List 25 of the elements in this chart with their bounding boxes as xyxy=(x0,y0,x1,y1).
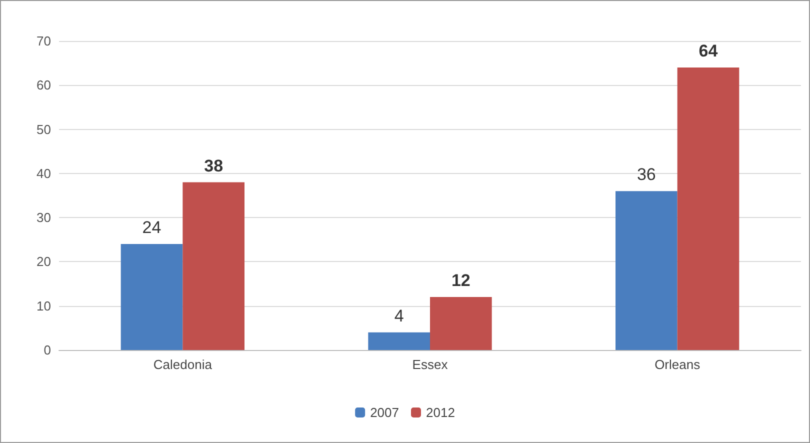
y-tick-label: 10 xyxy=(36,298,51,314)
data-label: 64 xyxy=(698,41,718,60)
x-tick-label: Orleans xyxy=(654,357,701,372)
y-tick-label: 50 xyxy=(36,122,51,137)
y-tick-label: 60 xyxy=(36,78,51,93)
bar xyxy=(616,191,678,350)
bar xyxy=(430,297,492,350)
y-tick-label: 20 xyxy=(36,254,51,270)
x-tick-label: Caledonia xyxy=(153,357,213,372)
y-tick-label: 0 xyxy=(44,342,51,358)
bar xyxy=(182,182,244,350)
bar xyxy=(120,244,183,350)
x-tick-label: Essex xyxy=(412,357,448,372)
bar xyxy=(677,67,740,350)
legend-label: 2012 xyxy=(426,405,455,420)
legend-label: 2007 xyxy=(370,405,399,420)
y-tick-label: 30 xyxy=(36,210,51,226)
data-label: 38 xyxy=(204,156,224,176)
data-label: 4 xyxy=(394,306,404,326)
bar xyxy=(368,332,430,350)
y-tick-label: 40 xyxy=(36,166,51,181)
data-label: 12 xyxy=(451,271,470,290)
y-tick-label: 70 xyxy=(36,34,51,48)
data-label: 24 xyxy=(142,218,162,238)
data-label: 36 xyxy=(636,165,656,184)
